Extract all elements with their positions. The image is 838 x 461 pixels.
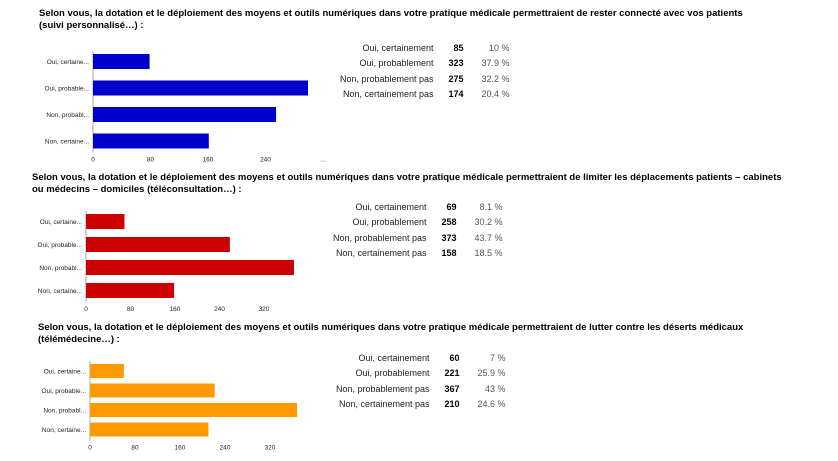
category-label: Oui, probable... (45, 85, 90, 92)
answer-label: Oui, probablement (359, 58, 434, 69)
stats-row: Non, probablement pas 367 43 % (336, 381, 506, 397)
category-label: Non, certaine... (42, 427, 86, 434)
answer-count: 85 (453, 42, 464, 53)
answer-percent: 32.2 % (481, 73, 510, 84)
bar-chart-3: Oui, certaine... Oui, probable... Non, pro… (42, 361, 297, 452)
x-tick-label: 160 (175, 445, 186, 452)
x-tick-label: 320 (259, 306, 270, 313)
category-label: Non, probabl... (46, 112, 89, 119)
category-label: Non, probabl... (39, 265, 82, 272)
x-tick-label: 160 (170, 306, 181, 313)
answer-percent: 18.5 % (474, 248, 503, 259)
bar-3 (90, 403, 297, 417)
answer-count: 323 (448, 58, 464, 69)
bar-4 (90, 422, 209, 437)
x-tick-label: 240 (214, 306, 225, 313)
bar-1 (90, 364, 124, 378)
x-tick-label: 0 (84, 306, 88, 313)
question-3-title: Selon vous, la dotation et le déploiemen… (38, 322, 744, 345)
answer-percent: 25.9 % (477, 368, 506, 379)
answer-label: Oui, certainement (358, 352, 430, 363)
stats-row: Oui, probablement 258 30.2 % (333, 215, 503, 231)
stats-row: Oui, probablement 323 37.9 % (340, 56, 510, 72)
stats-row: Oui, certainement 69 8.1 % (333, 199, 503, 215)
bar-2 (86, 237, 230, 252)
x-tick-label: 240 (260, 157, 271, 164)
x-tick-label: 80 (147, 157, 155, 164)
answer-label: Non, certainement pas (343, 89, 434, 100)
bar-3 (86, 260, 294, 275)
category-label: Oui, certaine... (40, 219, 82, 226)
stats-row: Oui, certainement 85 10 % (340, 40, 510, 56)
answer-count: 258 (441, 217, 457, 228)
stats-table-2: Oui, certainement 69 8.1 % Oui, probablemen… (333, 199, 503, 261)
x-tick-label: 160 (203, 157, 214, 164)
answer-label: Non, probablement pas (340, 73, 434, 84)
answer-count: 60 (449, 352, 460, 363)
stats-table-1: Oui, certainement 85 10 % Oui, probablement… (340, 40, 510, 102)
answer-count: 174 (448, 89, 464, 100)
answer-count: 158 (441, 248, 457, 259)
answer-count: 373 (441, 232, 457, 243)
answer-count: 210 (444, 399, 460, 410)
answer-percent: 37.9 % (481, 58, 510, 69)
bar-2 (93, 80, 308, 96)
x-tick-label: 80 (127, 306, 135, 313)
answer-label: Oui, probablement (352, 217, 427, 228)
answer-percent: 10 % (489, 42, 510, 53)
answer-label: Non, probablement pas (333, 232, 427, 243)
x-tick-label: 80 (131, 445, 139, 452)
stats-row: Non, certainement pas 210 24.6 % (336, 397, 506, 413)
stats-row: Non, certainement pas 174 20.4 % (340, 87, 510, 103)
answer-label: Non, certainement pas (336, 248, 427, 259)
bar-1 (86, 214, 125, 229)
bar-chart-2: Oui, certaine... Oui, probable... Non, pro… (38, 211, 294, 313)
category-label: Non, probabl... (43, 407, 86, 414)
answer-percent: 43.7 % (474, 232, 503, 243)
bar-3 (93, 107, 277, 122)
answer-label: Oui, certainement (355, 201, 427, 212)
answer-label: Oui, probablement (355, 368, 430, 379)
x-tick-label: 240 (220, 445, 231, 452)
category-label: Non, certaine... (38, 288, 82, 295)
stats-row: Non, probablement pas 275 32.2 % (340, 71, 510, 87)
bar-4 (93, 133, 209, 149)
answer-count: 221 (444, 368, 460, 379)
answer-label: Oui, certainement (362, 42, 434, 53)
stats-row: Oui, probablement 221 25.9 % (336, 366, 506, 382)
category-label: Oui, probable... (42, 388, 87, 395)
x-tick-label: 0 (91, 157, 95, 164)
category-label: Oui, certaine... (44, 368, 86, 375)
x-tick-label: 320 (265, 445, 276, 452)
answer-percent: 43 % (485, 383, 506, 394)
answer-percent: 8.1 % (479, 201, 503, 212)
stats-row: Oui, certainement 60 7 % (336, 350, 506, 366)
answer-count: 69 (446, 201, 457, 212)
answer-count: 367 (444, 383, 460, 394)
answer-label: Non, certainement pas (339, 399, 430, 410)
question-2-title: Selon vous, la dotation et le déploiemen… (32, 172, 782, 195)
x-tick-label: ... (320, 157, 326, 164)
bar-chart-1: Oui, certaine... Oui, probable... Non, pro… (45, 51, 326, 164)
answer-label: Non, probablement pas (336, 383, 430, 394)
bar-2 (90, 383, 215, 398)
answer-count: 275 (448, 73, 464, 84)
answer-percent: 20.4 % (481, 89, 510, 100)
bar-4 (86, 283, 175, 298)
bar-1 (93, 54, 150, 69)
question-1-title: Selon vous, la dotation et le déploiemen… (39, 8, 743, 31)
stats-table-3: Oui, certainement 60 7 % Oui, probablement 2… (336, 350, 506, 412)
answer-percent: 24.6 % (477, 399, 506, 410)
x-tick-label: 0 (88, 445, 92, 452)
category-label: Oui, probable... (38, 242, 83, 249)
category-label: Non, certaine... (45, 138, 89, 145)
stats-row: Non, certainement pas 158 18.5 % (333, 246, 503, 262)
answer-percent: 7 % (490, 352, 506, 363)
answer-percent: 30.2 % (474, 217, 503, 228)
stats-row: Non, probablement pas 373 43.7 % (333, 230, 503, 246)
category-label: Oui, certaine... (47, 59, 89, 66)
